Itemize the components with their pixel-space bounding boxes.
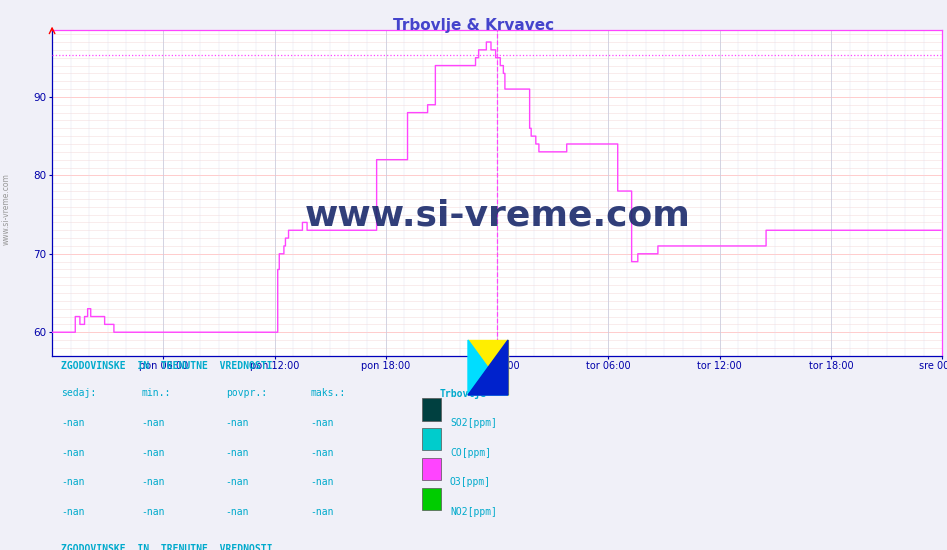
Text: -nan: -nan	[61, 448, 84, 458]
Text: sedaj:: sedaj:	[61, 388, 97, 398]
Text: -nan: -nan	[141, 477, 165, 487]
Text: www.si-vreme.com: www.si-vreme.com	[1, 173, 10, 245]
Text: -nan: -nan	[141, 448, 165, 458]
Text: -nan: -nan	[311, 507, 333, 517]
Text: www.si-vreme.com: www.si-vreme.com	[304, 199, 690, 233]
Text: Trbovlje & Krvavec: Trbovlje & Krvavec	[393, 18, 554, 32]
Text: ZGODOVINSKE  IN  TRENUTNE  VREDNOSTI: ZGODOVINSKE IN TRENUTNE VREDNOSTI	[61, 544, 273, 550]
Text: -nan: -nan	[141, 418, 165, 428]
Text: -nan: -nan	[225, 477, 249, 487]
Text: -nan: -nan	[225, 418, 249, 428]
Text: -nan: -nan	[61, 507, 84, 517]
Text: -nan: -nan	[311, 448, 333, 458]
FancyBboxPatch shape	[421, 488, 441, 510]
Text: -nan: -nan	[61, 477, 84, 487]
Text: maks.:: maks.:	[311, 388, 346, 398]
Text: -nan: -nan	[225, 507, 249, 517]
Text: CO[ppm]: CO[ppm]	[450, 448, 491, 458]
Text: -nan: -nan	[61, 418, 84, 428]
Text: -nan: -nan	[225, 448, 249, 458]
FancyBboxPatch shape	[421, 398, 441, 421]
Text: ZGODOVINSKE  IN  TRENUTNE  VREDNOSTI: ZGODOVINSKE IN TRENUTNE VREDNOSTI	[61, 361, 273, 371]
Polygon shape	[468, 340, 508, 395]
Text: NO2[ppm]: NO2[ppm]	[450, 507, 497, 517]
Text: -nan: -nan	[311, 418, 333, 428]
Text: Trbovlje: Trbovlje	[439, 388, 487, 399]
Text: -nan: -nan	[311, 477, 333, 487]
Text: min.:: min.:	[141, 388, 170, 398]
Polygon shape	[468, 340, 508, 395]
Text: povpr.:: povpr.:	[225, 388, 267, 398]
FancyBboxPatch shape	[421, 458, 441, 480]
Text: -nan: -nan	[141, 507, 165, 517]
Text: O3[ppm]: O3[ppm]	[450, 477, 491, 487]
Text: SO2[ppm]: SO2[ppm]	[450, 418, 497, 428]
Polygon shape	[468, 340, 508, 395]
FancyBboxPatch shape	[421, 428, 441, 450]
